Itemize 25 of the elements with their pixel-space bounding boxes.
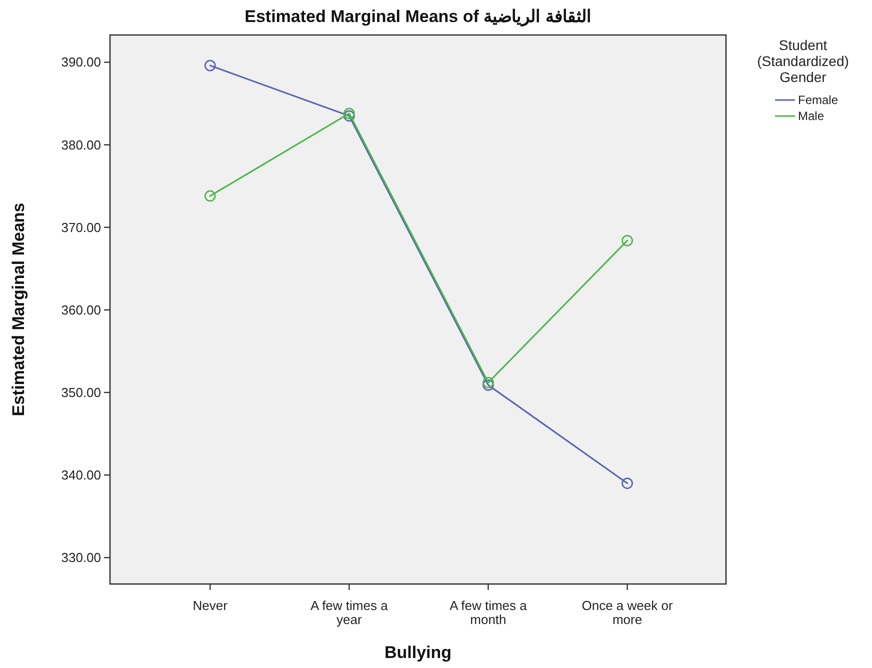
x-tick-label: Once a week or more xyxy=(582,598,674,627)
y-tick-label: 370.00 xyxy=(61,220,101,235)
point xyxy=(343,110,355,122)
y-tick-label: 380.00 xyxy=(61,137,101,152)
y-tick-label: 390.00 xyxy=(61,54,101,70)
legend-label: Male xyxy=(798,109,824,123)
point xyxy=(622,234,633,246)
point xyxy=(204,60,216,72)
point xyxy=(343,108,355,120)
y-axis-title: Estimated Marginal Means xyxy=(9,202,28,416)
legend-label: Female xyxy=(798,93,838,107)
point xyxy=(204,190,216,202)
point xyxy=(482,379,494,391)
x-tick-label: Never xyxy=(192,598,228,613)
y-tick-label: 330.00 xyxy=(61,550,101,566)
point xyxy=(622,478,633,489)
legend-title: Student (Standardized) Gender xyxy=(757,37,849,85)
x-axis-title: Bullying xyxy=(384,643,452,662)
chart-title: Estimated Marginal Means of الثقافة الرياضية xyxy=(244,7,592,27)
y-tick-label: 360.00 xyxy=(61,302,101,318)
point xyxy=(482,376,494,388)
y-tick-label: 350.00 xyxy=(61,384,101,400)
y-tick-label: 340.00 xyxy=(61,468,101,483)
x-tick-label: A few times a year xyxy=(310,598,389,627)
x-tick-label: A few times a month xyxy=(450,598,528,627)
